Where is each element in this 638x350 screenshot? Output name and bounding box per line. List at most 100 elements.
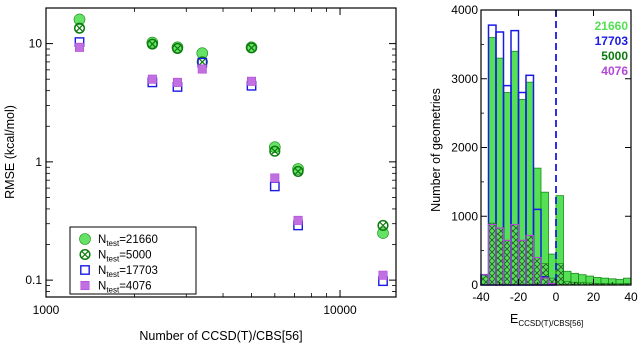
scatter-point-s1-1-cross [148, 40, 157, 48]
legend-marker-0 [79, 233, 91, 245]
scatter-point-s1-2 [171, 42, 184, 54]
scatter-x-tick-label-1: 10000 [323, 303, 357, 317]
scatter-point-s1-0-cross [75, 24, 84, 33]
scatter-point-s1-6-cross [294, 167, 302, 176]
scatter-point-s1-4-ring [245, 42, 258, 54]
scatter-point-s1-3-cross [198, 58, 207, 66]
legend-marker-1-cross [81, 250, 89, 259]
hist-x-tick-label-0: -40 [472, 290, 490, 304]
legend-label-2-main: N [98, 265, 106, 277]
hist-bar-s2-10 [555, 263, 564, 286]
scatter-point-s3-6 [293, 215, 303, 225]
scatter-markers [73, 13, 389, 287]
hist-x-tick-label-4: 40 [624, 290, 638, 304]
histogram-x-axis-label-main: E [510, 312, 518, 326]
scatter-point-s1-2-cross [173, 44, 182, 53]
hist-y-tick-label-4: 4000 [451, 3, 478, 17]
hist-y-tick-label-1: 1000 [451, 209, 478, 223]
legend-marker-1 [79, 248, 91, 261]
hist-bar-s2-7 [533, 257, 542, 286]
legend-label-3: Ntest=4076 [98, 281, 152, 295]
count-label-21660: 21660 [595, 19, 629, 33]
scatter-point-s1-7-ring [377, 219, 389, 231]
hist-bar-s2-8 [540, 263, 549, 286]
hist-bar-s2-6 [525, 235, 534, 286]
histogram-x-axis-label-subscript: CCSD(T)/CBS[56] [518, 319, 583, 328]
scatter-point-s1-0 [73, 22, 86, 34]
scatter-point-s2-5 [269, 181, 280, 192]
scatter-point-s1-5-cross [270, 147, 279, 156]
hist-y-tick-label-0: 0 [471, 278, 478, 292]
legend-label-1-main: N [98, 250, 106, 262]
scatter-plot-frame [45, 7, 397, 298]
legend-label-0-subscript: test [106, 239, 120, 248]
scatter-point-s3-2 [172, 77, 182, 87]
scatter-point-s1-0-ring [73, 22, 86, 34]
legend-items: Ntest=21660Ntest=5000Ntest=17703Ntest=40… [79, 233, 158, 295]
scatter-point-s0-7 [377, 227, 389, 239]
hist-y-tick-label-3: 3000 [451, 72, 478, 86]
legend-label-3-main: N [98, 281, 106, 293]
histogram-x-axis-label: ECCSD(T)/CBS[56] [510, 312, 583, 328]
scatter-point-s1-5 [269, 145, 281, 157]
hist-bar-s2-2 [495, 227, 504, 286]
legend-label-2: Ntest=17703 [98, 265, 158, 279]
scatter-point-s1-1 [146, 38, 158, 50]
scatter-point-s3-0 [75, 42, 85, 52]
scatter-point-s1-7-cross [379, 221, 387, 230]
hist-bar-s2-0 [480, 274, 489, 286]
scatter-point-s1-2-ring [171, 42, 184, 54]
scatter-y-tick-label-0: 0.1 [25, 273, 42, 287]
legend-label-1-subscript: test [106, 255, 120, 264]
hist-x-tick-label-2: 0 [553, 290, 560, 304]
scatter-point-s0-6 [292, 163, 304, 175]
scatter-point-s3-3 [197, 64, 207, 74]
legend-label-3-subscript: test [106, 286, 120, 295]
hist-x-tick-label-3: 20 [587, 290, 601, 304]
scatter-point-s1-7 [377, 219, 389, 231]
scatter-point-s3-1 [147, 74, 157, 84]
legend-label-0: Ntest=21660 [98, 234, 158, 248]
legend-marker-2 [80, 265, 90, 275]
scatter-point-s1-1-ring [146, 38, 158, 50]
legend-label-2-rest: =17703 [119, 265, 158, 277]
scatter-point-s1-4-cross [247, 44, 256, 52]
rmse-scatter-panel: 1000 10000 0.1 1 10 Number of CCSD(T)/CBS[56… [3, 7, 397, 343]
histogram-ticks: -40 -20 0 20 40 0 1000 2000 3000 4000 [451, 3, 638, 304]
legend-box [69, 226, 197, 295]
scatter-point-s3-4 [247, 76, 257, 86]
histogram-bars [480, 24, 632, 286]
hist-y-tick-label-2: 2000 [451, 141, 478, 155]
scatter-legend: Ntest=21660Ntest=5000Ntest=17703Ntest=40… [69, 226, 197, 295]
histogram-panel: -40 -20 0 20 40 0 1000 2000 3000 4000 Number of g… [429, 3, 638, 328]
scatter-point-s1-6-ring [292, 165, 304, 177]
scatter-x-tick-label-0: 1000 [33, 303, 60, 317]
legend-marker-3 [80, 280, 90, 290]
scatter-point-s3-7 [378, 270, 388, 280]
hist-bar-s2-1 [488, 222, 497, 286]
hist-bar-s2-3 [503, 240, 512, 286]
legend-label-3-rest: =4076 [119, 281, 151, 293]
scatter-x-axis-label: Number of CCSD(T)/CBS[56] [139, 329, 302, 343]
legend-marker-1-ring [79, 248, 91, 261]
count-label-5000: 5000 [601, 49, 628, 63]
hist-bar-s2-4 [510, 224, 519, 286]
scatter-point-s3-5 [270, 173, 280, 183]
legend-label-1-rest: =5000 [119, 250, 151, 262]
legend-label-0-rest: =21660 [119, 234, 158, 246]
scatter-point-s1-6 [292, 165, 304, 177]
legend-label-1: Ntest=5000 [98, 250, 152, 264]
legend-label-2-subscript: test [106, 270, 120, 279]
histogram-y-axis-label: Number of geometries [429, 88, 443, 212]
scatter-y-tick-label-2: 10 [29, 37, 43, 51]
scatter-y-axis-label: RMSE (kcal/mol) [3, 105, 17, 199]
scatter-point-s1-5-ring [269, 145, 281, 157]
hist-x-tick-label-1: -20 [510, 290, 528, 304]
scatter-ticks: 1000 10000 0.1 1 10 [25, 7, 396, 317]
hist-bar-s2-5 [518, 240, 527, 286]
scatter-point-s0-0 [73, 13, 86, 26]
scatter-y-tick-label-1: 1 [35, 155, 42, 169]
legend-label-0-main: N [98, 234, 106, 246]
